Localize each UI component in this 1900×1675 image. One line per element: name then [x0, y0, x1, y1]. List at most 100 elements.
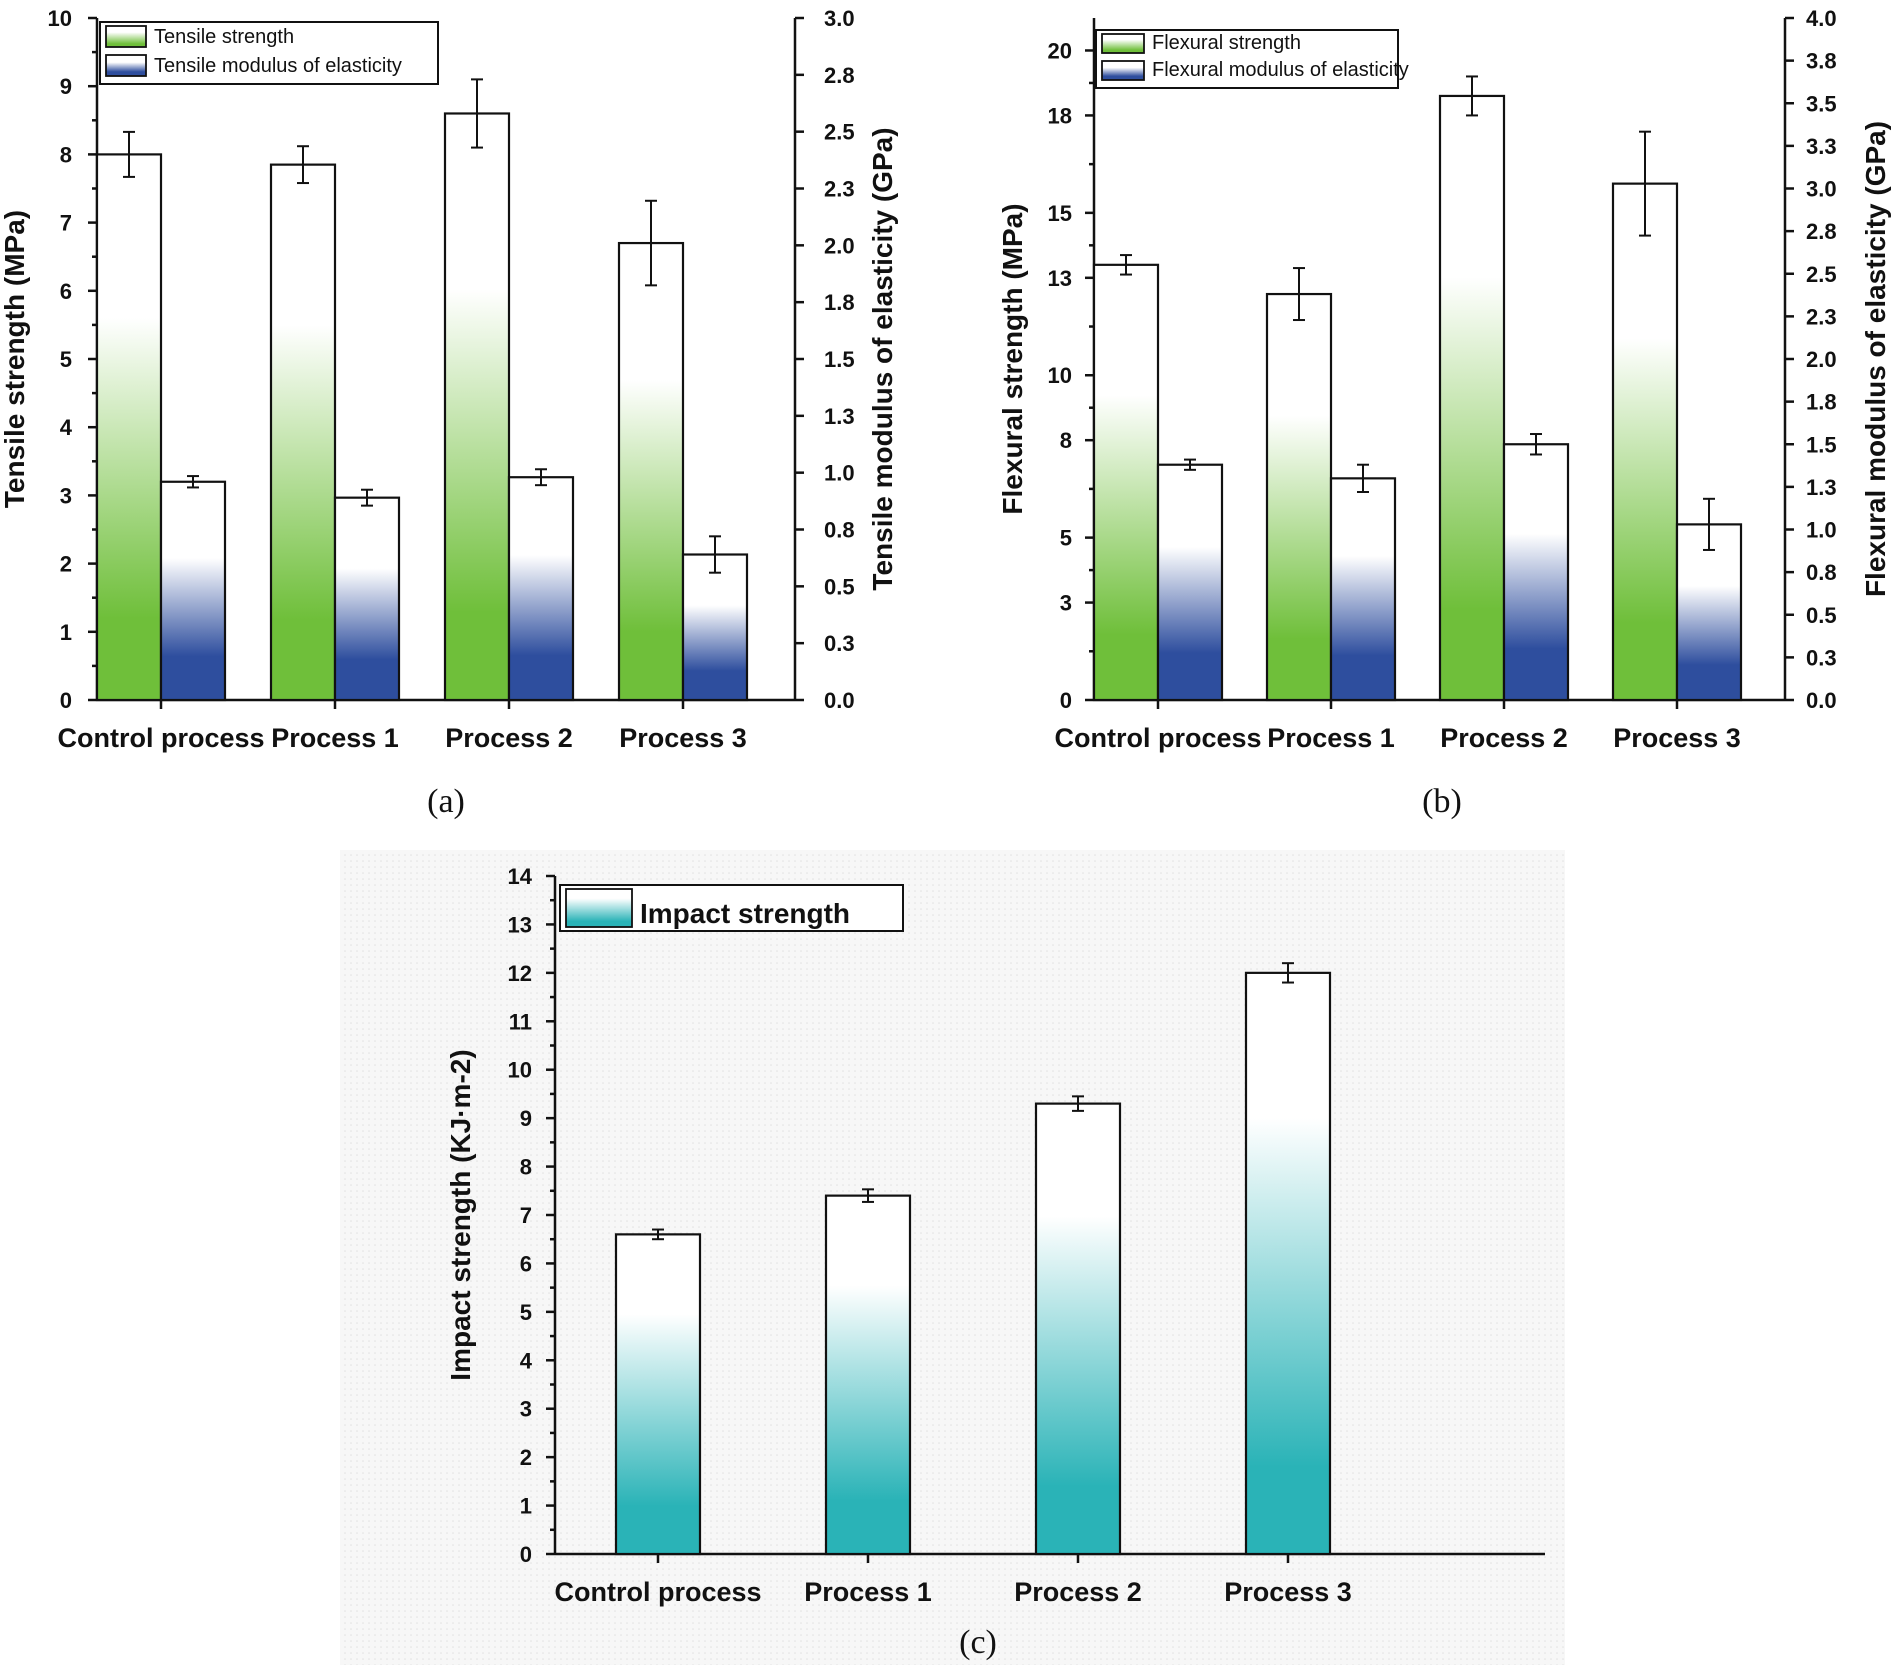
bar-green	[443, 112, 511, 702]
y-tick-right-label: 2.0	[824, 233, 855, 258]
bar-teal	[824, 1194, 912, 1556]
bar-teal	[614, 1233, 702, 1556]
y-tick-right-label: 2.8	[1806, 219, 1837, 244]
legend-swatch-blue	[1101, 60, 1145, 81]
y-tick-left-label: 9	[520, 1106, 532, 1131]
y-tick-left-label: 7	[60, 211, 72, 236]
y-tick-right-label: 2.3	[824, 177, 855, 202]
y-tick-right-label: 4.0	[1806, 6, 1837, 31]
y-tick-left-label: 20	[1048, 38, 1072, 63]
x-tick-label: Process 2	[1014, 1577, 1142, 1607]
legend-label: Flexural modulus of elasticity	[1152, 59, 1409, 81]
y-tick-left-label: 11	[509, 1009, 532, 1034]
y-tick-left-label: 7	[520, 1203, 532, 1228]
y-tick-right-label: 2.8	[824, 63, 855, 88]
y-tick-right-label: 2.5	[1806, 262, 1837, 287]
y-tick-left-label: 3	[60, 483, 72, 508]
y-tick-right-label: 1.8	[824, 290, 855, 315]
bar-green	[1265, 292, 1333, 702]
y-tick-right-label: 1.0	[1806, 518, 1837, 543]
legend-box	[99, 21, 439, 85]
y-axis-left-title: Tensile strength (MPa)	[0, 210, 30, 508]
y-tick-right-label: 1.8	[1806, 390, 1837, 415]
y-tick-left-label: 6	[60, 279, 72, 304]
y-tick-right-label: 2.3	[1806, 304, 1837, 329]
y-tick-left-label: 8	[520, 1155, 532, 1180]
bar-blue	[1675, 523, 1743, 702]
bar-blue	[333, 496, 401, 702]
x-tick-label: Process 1	[271, 723, 399, 753]
chart-a: 0 1 2 3 4 5 6 7 8 9 10 0.0 0.3 0.5 0.8 1.0 1.3 1.5 1.8 2.0 2…	[0, 6, 898, 820]
x-tick-label: Process 1	[1267, 723, 1395, 753]
panel-label: (c)	[959, 1624, 997, 1661]
y-tick-left-label: 0	[1060, 688, 1072, 713]
y-tick-right-label: 3.8	[1806, 49, 1837, 74]
y-tick-left-label: 3	[520, 1397, 532, 1422]
y-tick-left-label: 10	[1048, 363, 1072, 388]
y-tick-right-label: 0.5	[1806, 603, 1837, 628]
y-tick-right-label: 0.8	[824, 518, 855, 543]
y-axis-right-title: Tensile modulus of elasticity (GPa)	[867, 127, 898, 590]
y-tick-right-label: 0.3	[1806, 645, 1837, 670]
bar-green	[1611, 182, 1679, 702]
y-tick-right-label: 3.0	[824, 6, 855, 31]
y-tick-left-label: 3	[1060, 591, 1072, 616]
y-tick-right-label: 3.0	[1806, 177, 1837, 202]
y-tick-right-label: 2.0	[1806, 347, 1837, 372]
x-tick-label: Control process	[1054, 723, 1261, 753]
y-tick-right-label: 2.5	[824, 120, 855, 145]
bar-blue	[1156, 463, 1224, 702]
y-tick-left-label: 10	[48, 6, 72, 31]
bar-blue	[507, 476, 575, 702]
y-tick-left-label: 8	[1060, 428, 1072, 453]
bar-teal	[1034, 1102, 1122, 1556]
y-axis-left-title: Impact strength (KJ·m-2)	[445, 1049, 476, 1380]
y-tick-left-label: 18	[1048, 103, 1072, 128]
y-tick-left-label: 5	[1060, 526, 1072, 551]
x-tick-label: Control process	[554, 1577, 761, 1607]
y-tick-right-label: 1.5	[1806, 432, 1837, 457]
bar-blue	[681, 553, 749, 702]
bar-green	[269, 163, 337, 702]
y-tick-left-label: 1	[520, 1494, 532, 1519]
bar-green	[1438, 94, 1506, 702]
x-tick-label: Process 3	[1613, 723, 1741, 753]
y-tick-left-label: 15	[1048, 201, 1072, 226]
panel-label: (a)	[427, 783, 465, 820]
y-tick-left-label: 1	[60, 620, 72, 645]
chart-b: 0 3 5 8 10 13 15 18 20 0.0 0.3 0.5 0.8 1.0 1.3 1.5 1.8 2.…	[997, 6, 1891, 820]
y-tick-left-label: 9	[60, 74, 72, 99]
legend-swatch-blue	[105, 54, 147, 77]
x-tick-label: Process 1	[804, 1577, 932, 1607]
legend-swatch-green	[105, 25, 147, 48]
bar-blue	[1502, 443, 1570, 702]
bar-teal	[1244, 971, 1332, 1556]
y-tick-right-label: 1.5	[824, 347, 855, 372]
y-tick-right-label: 1.3	[824, 404, 855, 429]
y-tick-right-label: 0.8	[1806, 560, 1837, 585]
y-tick-left-label: 13	[508, 912, 532, 937]
y-tick-left-label: 13	[1048, 266, 1072, 291]
y-tick-left-label: 10	[508, 1058, 532, 1083]
legend-label: Tensile modulus of elasticity	[154, 55, 402, 77]
y-tick-right-label: 3.3	[1806, 134, 1837, 159]
y-axis-right-title: Flexural modulus of elasticity (GPa)	[1860, 121, 1891, 597]
bar-green	[95, 153, 163, 702]
y-tick-left-label: 4	[520, 1348, 533, 1373]
x-tick-label: Process 3	[1224, 1577, 1352, 1607]
y-tick-left-label: 2	[520, 1445, 532, 1470]
panel-label: (b)	[1422, 783, 1462, 820]
y-tick-right-label: 0.5	[824, 574, 855, 599]
legend-label: Tensile strength	[154, 26, 294, 48]
bar-green	[617, 241, 685, 702]
y-tick-right-label: 1.0	[824, 461, 855, 486]
y-tick-left-label: 6	[520, 1251, 532, 1276]
legend-label: Impact strength	[640, 898, 850, 929]
y-tick-left-label: 8	[60, 142, 72, 167]
y-tick-left-label: 2	[60, 552, 72, 577]
bar-blue	[159, 480, 227, 702]
panel-c-background	[340, 850, 1565, 1665]
x-tick-label: Process 2	[1440, 723, 1568, 753]
